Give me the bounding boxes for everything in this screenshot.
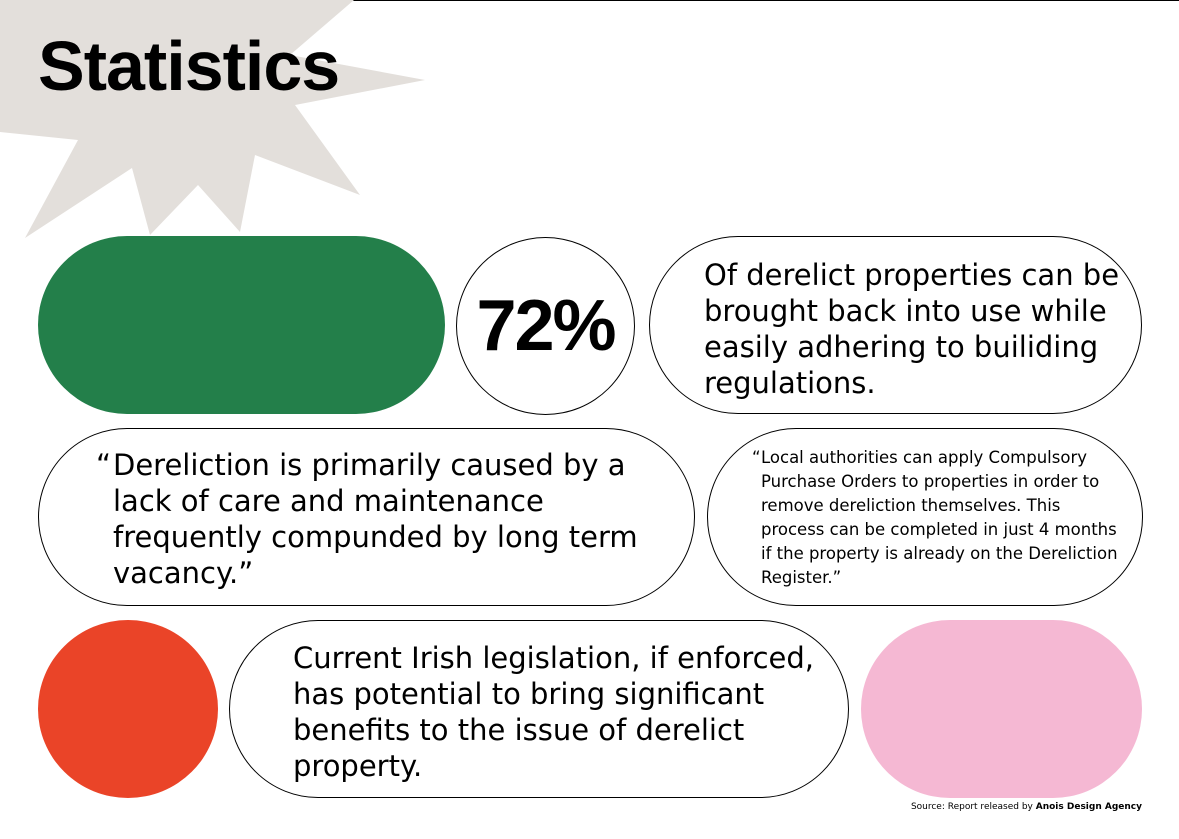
source-note: Source: Report released by Anois Design … (911, 801, 1142, 813)
quote-local-authorities: “ Local authorities can apply Compulsory… (752, 446, 1121, 590)
legislation-text: Current Irish legislation, if enforced, … (293, 641, 815, 783)
source-agency: Anois Design Agency (1035, 802, 1142, 812)
page-title: Statistics (38, 27, 340, 105)
percent-circle: 72% (456, 237, 635, 415)
starburst-shape (0, 0, 425, 238)
quote-local-authorities-text: Local authorities can apply Compulsory P… (761, 448, 1118, 587)
open-quote-mark: “ (752, 448, 761, 467)
quote-dereliction: “ Dereliction is primarily caused by a l… (96, 447, 673, 591)
pink-pill-decoration (861, 620, 1142, 798)
stat-description-pill: Of derelict properties can be brought ba… (649, 236, 1142, 414)
source-label: Source: Report released by (910, 802, 1036, 812)
open-quote-mark: “ (96, 448, 112, 482)
quote-pill-dereliction: “ Dereliction is primarily caused by a l… (38, 428, 695, 606)
quote-pill-local-authorities: “ Local authorities can apply Compulsory… (707, 428, 1143, 606)
percent-value: 72% (476, 286, 616, 366)
green-pill-decoration (38, 236, 445, 414)
quote-dereliction-text: Dereliction is primarily caused by a lac… (113, 448, 638, 590)
top-rule (0, 0, 1179, 1)
legislation-pill: Current Irish legislation, if enforced, … (229, 620, 849, 798)
stat-description: Of derelict properties can be brought ba… (704, 258, 1120, 400)
red-circle-decoration (38, 620, 218, 798)
